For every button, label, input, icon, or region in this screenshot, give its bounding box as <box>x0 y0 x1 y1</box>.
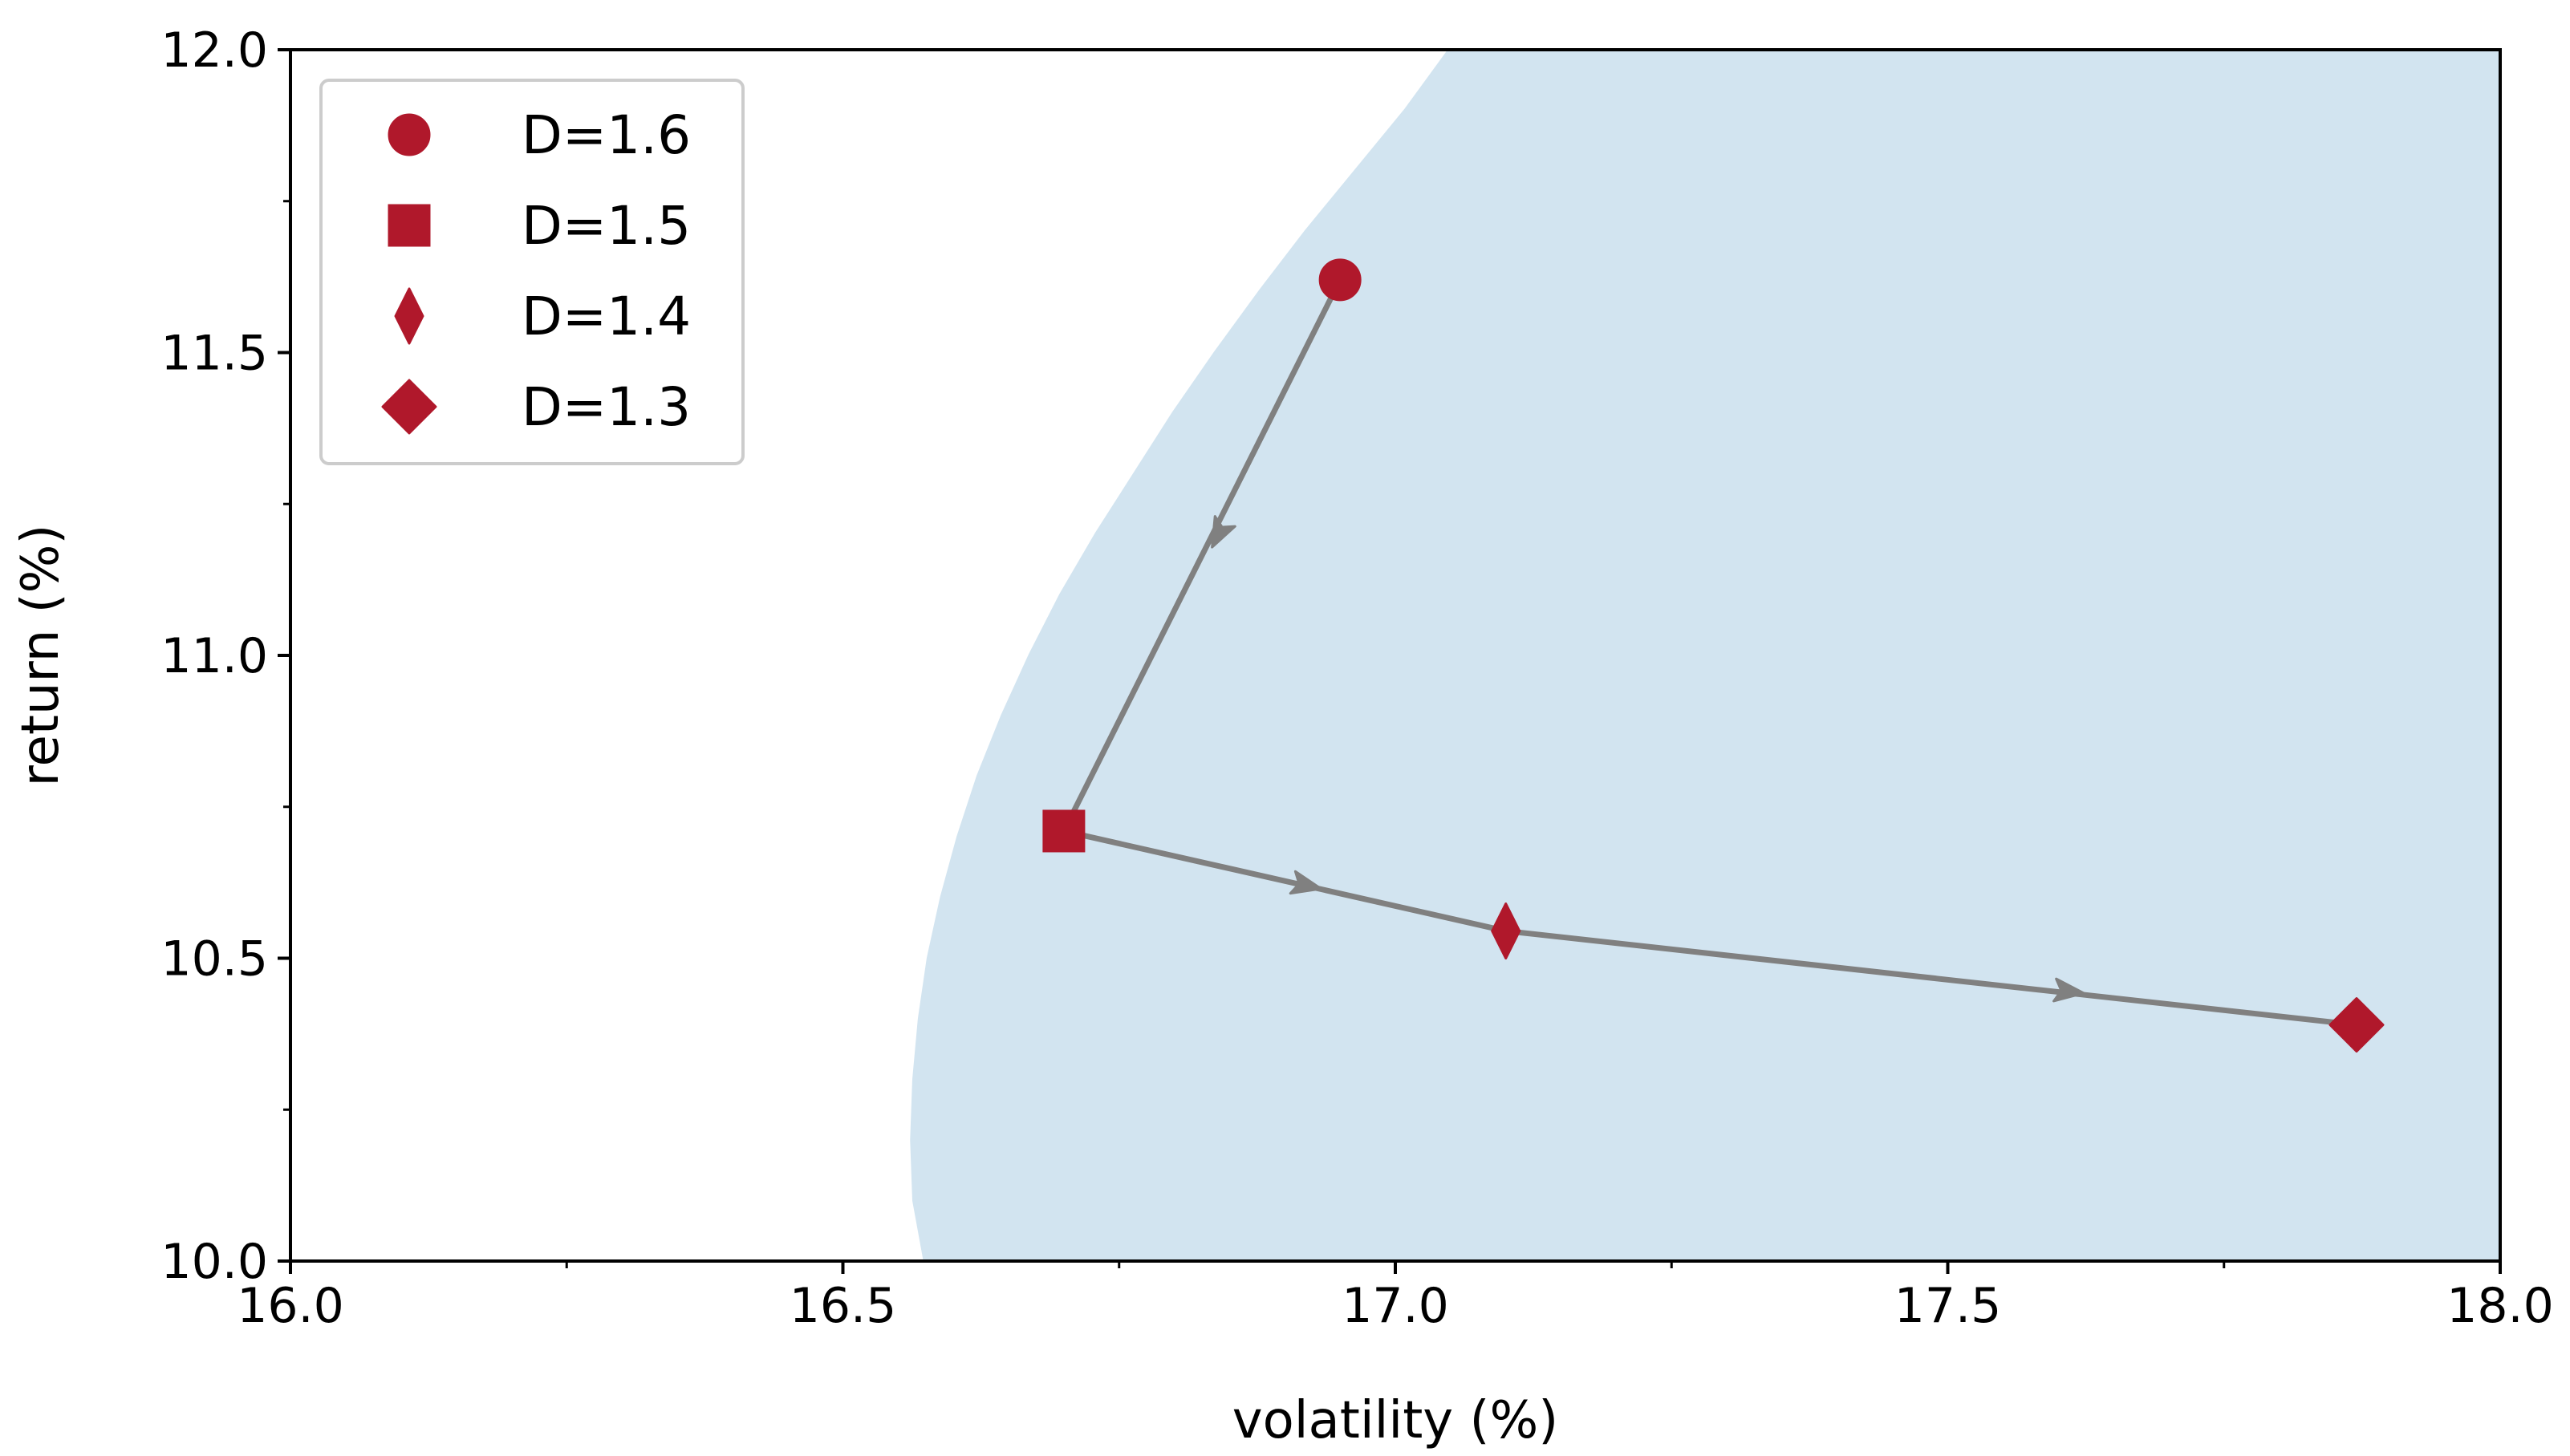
axes-layer: 16.0 16.5 17.0 17.5 18.0 10.0 10.5 11.0 11.5 12.0 <box>160 22 2553 1334</box>
y-tick-label: 11.0 <box>160 628 268 684</box>
marker-d-1-5 <box>1042 809 1086 853</box>
legend-label: D=1.6 <box>522 104 691 166</box>
x-tick-label: 16.0 <box>237 1278 344 1334</box>
direction-arrow-head <box>1211 515 1236 549</box>
direction-arrow <box>2052 977 2085 1003</box>
direction-arrow <box>1289 870 1322 895</box>
legend-label: D=1.3 <box>522 376 691 438</box>
legend-marker <box>388 204 431 247</box>
y-tick-label: 11.5 <box>160 326 268 382</box>
marker-d-1-6 <box>1318 258 1362 302</box>
x-tick-label: 17.0 <box>1342 1278 1449 1334</box>
x-axis-label: volatility (%) <box>1232 1391 1559 1450</box>
feasible-region <box>910 50 2500 1261</box>
path-segment <box>1061 277 1343 834</box>
legend-marker <box>388 113 431 156</box>
path-layer <box>1061 277 2360 1028</box>
direction-arrow-head <box>2052 977 2085 1003</box>
direction-arrow-head <box>1289 870 1322 895</box>
x-tick-label: 17.5 <box>1894 1278 2002 1334</box>
y-tick-label: 12.0 <box>160 22 268 79</box>
feasible-region-layer <box>910 50 2500 1261</box>
y-tick-label: 10.5 <box>160 931 268 988</box>
legend-label: D=1.5 <box>522 195 691 257</box>
marker-layer <box>1042 258 2385 1053</box>
marker-d-1-3 <box>2328 997 2385 1053</box>
legend-label: D=1.4 <box>522 286 691 347</box>
x-tick-label: 18.0 <box>2446 1278 2554 1334</box>
legend-box <box>319 79 745 465</box>
y-tick-label: 10.0 <box>160 1234 268 1290</box>
path-segment <box>1061 828 1509 935</box>
legend-marker <box>394 287 424 345</box>
direction-arrow <box>1211 515 1236 549</box>
y-axis-label: return (%) <box>11 525 71 787</box>
path-segment <box>1503 928 2360 1028</box>
marker-d-1-4 <box>1491 902 1521 960</box>
legend-marker <box>381 379 437 435</box>
x-tick-label: 16.5 <box>790 1278 897 1334</box>
legend: D=1.6 D=1.5 D=1.4 D=1.3 <box>319 79 745 465</box>
